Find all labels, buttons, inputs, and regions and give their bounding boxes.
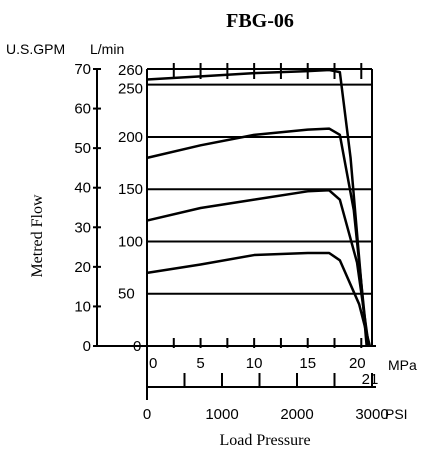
- psi-tick-label: 1000: [205, 406, 238, 423]
- psi-axis-label: PSI: [385, 406, 408, 422]
- psi-tick-label: 3000: [355, 406, 388, 423]
- mpa-tick-label: 0: [149, 355, 157, 372]
- gridlines: [147, 63, 373, 348]
- lpm-tick-label: 260: [118, 62, 143, 79]
- flow-curve-3: [146, 189, 371, 347]
- gpm-tick-label: 30: [74, 219, 91, 236]
- y-axis-label: Metred Flow: [29, 194, 46, 278]
- series-group: [146, 68, 372, 347]
- psi-axis: 0 1000 2000 3000: [143, 373, 389, 423]
- psi-tick-label: 2000: [280, 406, 313, 423]
- lpm-tick-label: 50: [118, 286, 135, 303]
- gpm-tick-label: 20: [74, 259, 91, 276]
- mpa-axis-label: MPa: [388, 357, 417, 373]
- lpm-tick-label: 250: [118, 81, 143, 98]
- lpm-tick-label: 100: [118, 233, 143, 250]
- mpa-tick-label: 5: [196, 355, 204, 372]
- gpm-tick-label: 70: [74, 61, 91, 78]
- gpm-tick-label: 40: [74, 180, 91, 197]
- flow-curve-1: [146, 68, 368, 347]
- psi-tick-label: 0: [143, 406, 151, 423]
- mpa-tick-label: 10: [246, 355, 263, 372]
- lpm-tick-label: 0: [133, 338, 141, 355]
- gpm-tick-label: 60: [74, 101, 91, 118]
- lpm-tick-label: 200: [118, 129, 143, 146]
- gpm-tick-label: 50: [74, 140, 91, 157]
- lpm-tick-label: 150: [118, 181, 143, 198]
- gpm-axis-label: U.S.GPM: [6, 41, 65, 57]
- x-axis-label: Load Pressure: [219, 432, 310, 449]
- chart-title: FBG-06: [226, 10, 294, 32]
- mpa-tick-label: 20: [349, 355, 366, 372]
- gpm-tick-label: 0: [83, 338, 91, 355]
- mpa-tick-label: 21: [362, 371, 379, 388]
- flow-curve-4: [146, 251, 372, 347]
- flow-curve-2: [146, 127, 369, 347]
- mpa-tick-label: 15: [299, 355, 316, 372]
- gpm-axis: 0 10 20 30 40 50 60 70: [74, 61, 101, 355]
- lpm-axis-label: L/min: [90, 41, 124, 57]
- lpm-axis: 0 50 100 150 200 250 260: [118, 62, 143, 355]
- gpm-tick-label: 10: [74, 298, 91, 315]
